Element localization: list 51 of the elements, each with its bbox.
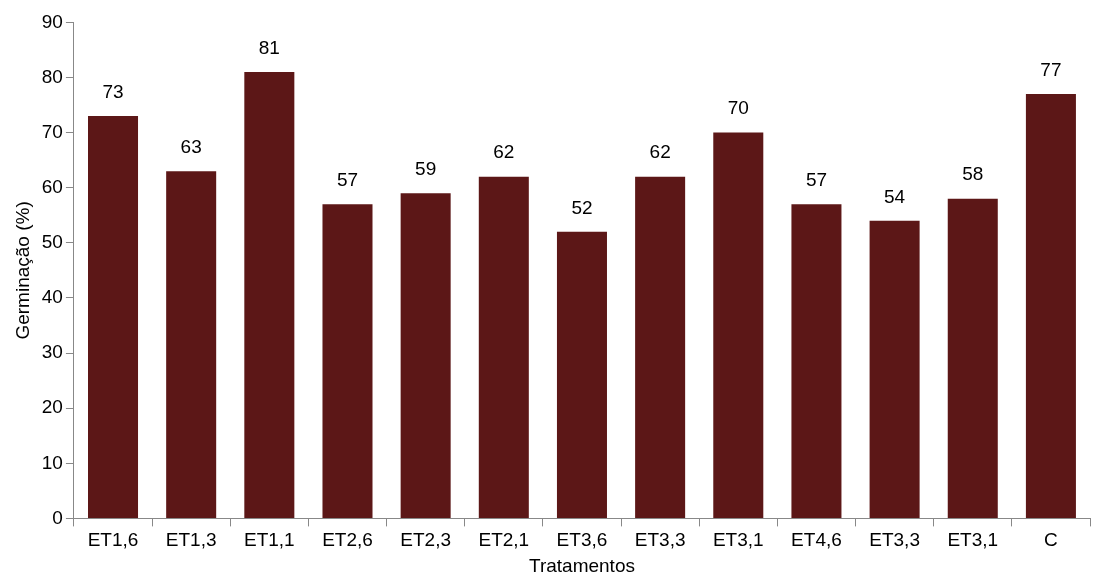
x-axis-title: Tratamentos bbox=[528, 554, 635, 576]
data-label: 62 bbox=[493, 141, 515, 163]
y-tick-label: 40 bbox=[41, 286, 63, 308]
y-tick-label: 80 bbox=[41, 65, 63, 87]
y-tick-label: 60 bbox=[41, 175, 63, 197]
data-label: 59 bbox=[415, 157, 437, 179]
y-tick-label: 10 bbox=[41, 451, 63, 473]
x-tick-label: ET3,1 bbox=[712, 529, 764, 551]
bar bbox=[791, 204, 842, 518]
data-label: 62 bbox=[649, 141, 671, 163]
bar bbox=[1025, 94, 1076, 518]
x-tick-label: C bbox=[1044, 529, 1058, 551]
x-tick-label: ET1,1 bbox=[243, 529, 295, 551]
data-label: 81 bbox=[258, 36, 280, 58]
bar bbox=[400, 193, 451, 518]
x-tick-label: ET1,6 bbox=[87, 529, 139, 551]
data-label: 73 bbox=[102, 80, 124, 102]
data-label: 63 bbox=[180, 135, 202, 157]
data-label: 58 bbox=[962, 163, 984, 185]
x-tick-label: ET4,6 bbox=[791, 529, 842, 551]
y-tick-label: 70 bbox=[41, 120, 63, 142]
y-tick-label: 0 bbox=[52, 506, 63, 528]
y-tick-label: 30 bbox=[41, 341, 63, 363]
x-tick-label: ET3,3 bbox=[869, 529, 920, 551]
x-tick-label: ET3,6 bbox=[556, 529, 608, 551]
bar bbox=[947, 198, 998, 518]
data-label: 57 bbox=[336, 169, 359, 190]
data-label: 52 bbox=[571, 196, 593, 218]
bar bbox=[869, 220, 920, 518]
bar bbox=[635, 176, 686, 518]
bar bbox=[166, 171, 217, 518]
data-label: 70 bbox=[727, 97, 749, 119]
bar bbox=[478, 176, 529, 518]
bar bbox=[244, 72, 295, 518]
y-axis-title: Germinação (%) bbox=[11, 201, 33, 340]
bar bbox=[88, 116, 139, 518]
x-tick-label: ET2,3 bbox=[400, 529, 451, 551]
x-tick-label: ET2,6 bbox=[322, 529, 373, 551]
y-tick-label: 50 bbox=[41, 231, 63, 253]
y-tick-label: 90 bbox=[41, 10, 63, 32]
x-tick-label: ET2,1 bbox=[478, 529, 530, 551]
data-label: 57 bbox=[805, 169, 828, 190]
bar bbox=[322, 204, 373, 518]
x-tick-label: ET3,3 bbox=[634, 529, 686, 551]
bar bbox=[713, 132, 764, 518]
data-label: 54 bbox=[884, 185, 906, 207]
x-tick-label: ET1,3 bbox=[165, 529, 217, 551]
x-tick-label: ET3,1 bbox=[947, 529, 999, 551]
y-tick-label: 20 bbox=[41, 396, 63, 418]
data-label: 77 bbox=[1040, 58, 1062, 80]
bar bbox=[556, 231, 607, 518]
